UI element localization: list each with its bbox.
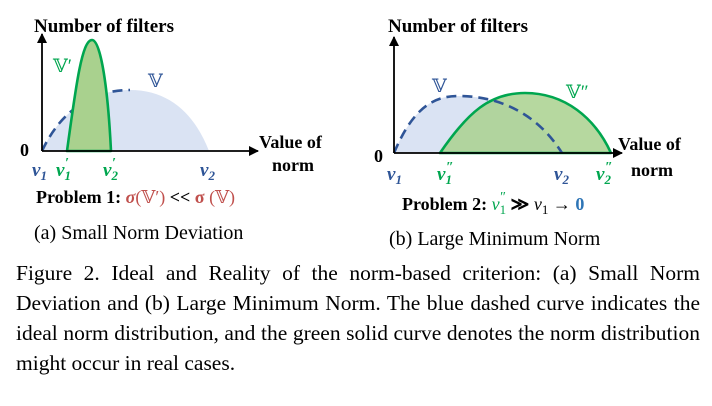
panel-a-x-axis-title-line1: Value of bbox=[259, 132, 323, 152]
panel-a-tick-v2: v2 bbox=[200, 160, 215, 183]
panel-a-ideal-curve bbox=[40, 88, 131, 152]
panel-a-ideal-set-label: 𝕍 bbox=[147, 71, 164, 92]
panel-b-subcaption: (b) Large Minimum Norm bbox=[389, 228, 601, 250]
panel-b-tick-v1-double-prime: v1″ bbox=[437, 160, 454, 187]
panel-a-tick-v2-prime: v2′ bbox=[103, 156, 118, 183]
panel-b-x-axis-title-line2: norm bbox=[631, 160, 673, 180]
panel-b-problem: Problem 2: v1″ ≫ v1 → 0 bbox=[402, 190, 584, 217]
panel-b-x-axis-title-line1: Value of bbox=[618, 134, 682, 154]
figure-2-graphics: Number of filters Value of norm 0 𝕍′ 𝕍 v… bbox=[20, 16, 682, 250]
panel-a-tick-v1: v1 bbox=[32, 160, 47, 183]
panel-a-real-curve bbox=[65, 38, 113, 153]
panel-b-tick-v1: v1 bbox=[387, 164, 402, 187]
figure-caption: Figure 2. Ideal and Reality of the norm-… bbox=[16, 261, 700, 375]
panel-a-real-set-label: 𝕍′ bbox=[52, 56, 72, 77]
panel-a-x-axis-title-line2: norm bbox=[272, 155, 314, 175]
panel-a-tick-v1-prime: v1′ bbox=[56, 156, 71, 183]
panel-a-problem: Problem 1: σ(𝕍′) << σ (𝕍) bbox=[36, 187, 235, 208]
panel-a-origin: 0 bbox=[20, 140, 29, 160]
panel-b: Number of filters Value of norm 0 𝕍 𝕍″ v… bbox=[374, 16, 682, 250]
panel-b-real-set-label: 𝕍″ bbox=[565, 82, 589, 103]
panel-b-tick-v2: v2 bbox=[554, 164, 569, 187]
panel-b-ideal-set-label: 𝕍 bbox=[431, 76, 448, 97]
panel-b-origin: 0 bbox=[374, 146, 383, 166]
panel-a-y-axis-title: Number of filters bbox=[34, 16, 174, 37]
panel-b-y-axis-title: Number of filters bbox=[388, 16, 528, 37]
panel-b-real-curve bbox=[438, 91, 613, 155]
panel-a: Number of filters Value of norm 0 𝕍′ 𝕍 v… bbox=[20, 16, 323, 244]
panel-b-ideal-curve bbox=[392, 94, 564, 154]
panel-b-tick-v2-double-prime: v2″ bbox=[596, 160, 613, 187]
panel-a-subcaption: (a) Small Norm Deviation bbox=[34, 222, 243, 244]
